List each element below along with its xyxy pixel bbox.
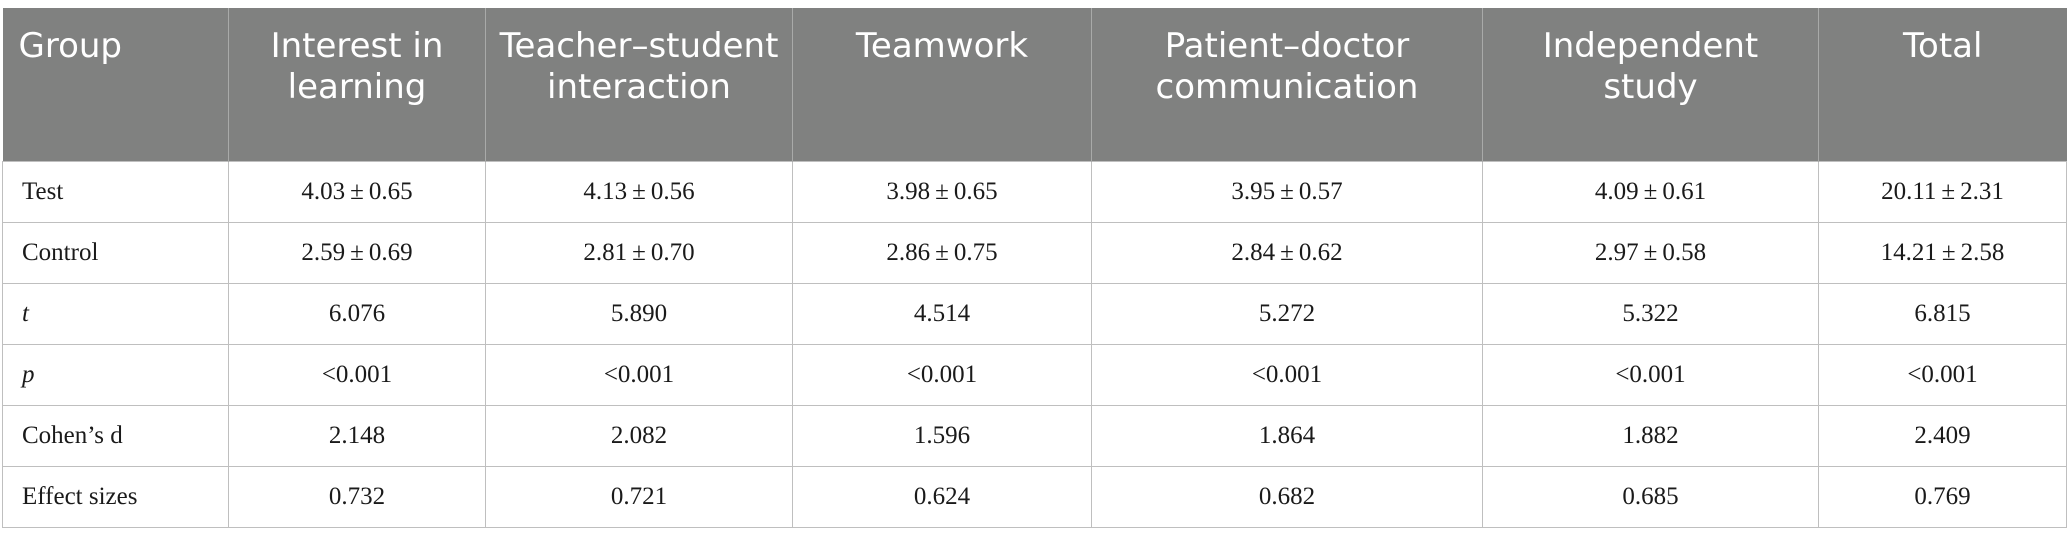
table-cell: 2.97 ± 0.58 [1482,221,1819,284]
table-cell: 6.815 [1818,282,2067,345]
table-cell: <0.001 [485,343,793,406]
header-interest-in-learning: Interest in learning [228,8,486,161]
table-cell: 0.769 [1818,465,2067,528]
table-cell: 2.84 ± 0.62 [1091,221,1483,284]
table-cell: 1.864 [1091,404,1483,467]
table-cell: <0.001 [1482,343,1819,406]
table-cell: 20.11 ± 2.31 [1818,160,2067,223]
table-body: Test 4.03 ± 0.65 4.13 ± 0.56 3.98 ± 0.65 3.9… [2,160,2067,528]
table-row: p <0.001 <0.001 <0.001 <0.001 <0.001 <0.001 [2,343,2067,406]
table-cell: 14.21 ± 2.58 [1818,221,2067,284]
table-row: Test 4.03 ± 0.65 4.13 ± 0.56 3.98 ± 0.65 3.9… [2,160,2067,223]
table-cell: 0.624 [792,465,1092,528]
table-row: Control 2.59 ± 0.69 2.81 ± 0.70 2.86 ± 0.75… [2,221,2067,284]
table-cell: 3.98 ± 0.65 [792,160,1092,223]
table-cell: 4.514 [792,282,1092,345]
row-label: Cohen’s d [2,404,229,467]
table-header: Group Interest in learning Teacher–stude… [2,8,2067,161]
row-label: Test [2,160,229,223]
table-row: t 6.076 5.890 4.514 5.272 5.322 6.815 [2,282,2067,345]
header-group: Group [2,8,229,161]
table-cell: <0.001 [1818,343,2067,406]
table-cell: 1.882 [1482,404,1819,467]
table-cell: 4.09 ± 0.61 [1482,160,1819,223]
table-cell: 1.596 [792,404,1092,467]
table-cell: 2.59 ± 0.69 [228,221,486,284]
table-cell: 3.95 ± 0.57 [1091,160,1483,223]
header-row: Group Interest in learning Teacher–stude… [2,8,2067,161]
header-teamwork: Teamwork [792,8,1092,161]
table-cell: 0.721 [485,465,793,528]
table-cell: 5.890 [485,282,793,345]
table-cell: 2.409 [1818,404,2067,467]
table-cell: 2.148 [228,404,486,467]
row-label: p [2,343,229,406]
table-cell: <0.001 [1091,343,1483,406]
row-label: t [2,282,229,345]
header-independent-study: Independent study [1482,8,1819,161]
table-row: Cohen’s d 2.148 2.082 1.596 1.864 1.882 2.409 [2,404,2067,467]
header-patient-doctor-communication: Patient–doctor communication [1091,8,1483,161]
table-row: Effect sizes 0.732 0.721 0.624 0.682 0.685 0.7… [2,465,2067,528]
header-teacher-student-interaction: Teacher–student interaction [485,8,793,161]
table-cell: 5.322 [1482,282,1819,345]
table-cell: 0.732 [228,465,486,528]
table-cell: 2.082 [485,404,793,467]
header-total: Total [1818,8,2067,161]
table-cell: 4.03 ± 0.65 [228,160,486,223]
table-cell: <0.001 [228,343,486,406]
table-cell: 2.86 ± 0.75 [792,221,1092,284]
row-label: Control [2,221,229,284]
results-table: Group Interest in learning Teacher–stude… [2,8,2067,528]
table-cell: 0.685 [1482,465,1819,528]
row-label: Effect sizes [2,465,229,528]
table-cell: 4.13 ± 0.56 [485,160,793,223]
table-cell: 2.81 ± 0.70 [485,221,793,284]
table-cell: 5.272 [1091,282,1483,345]
table-cell: 0.682 [1091,465,1483,528]
table-cell: 6.076 [228,282,486,345]
table-cell: <0.001 [792,343,1092,406]
